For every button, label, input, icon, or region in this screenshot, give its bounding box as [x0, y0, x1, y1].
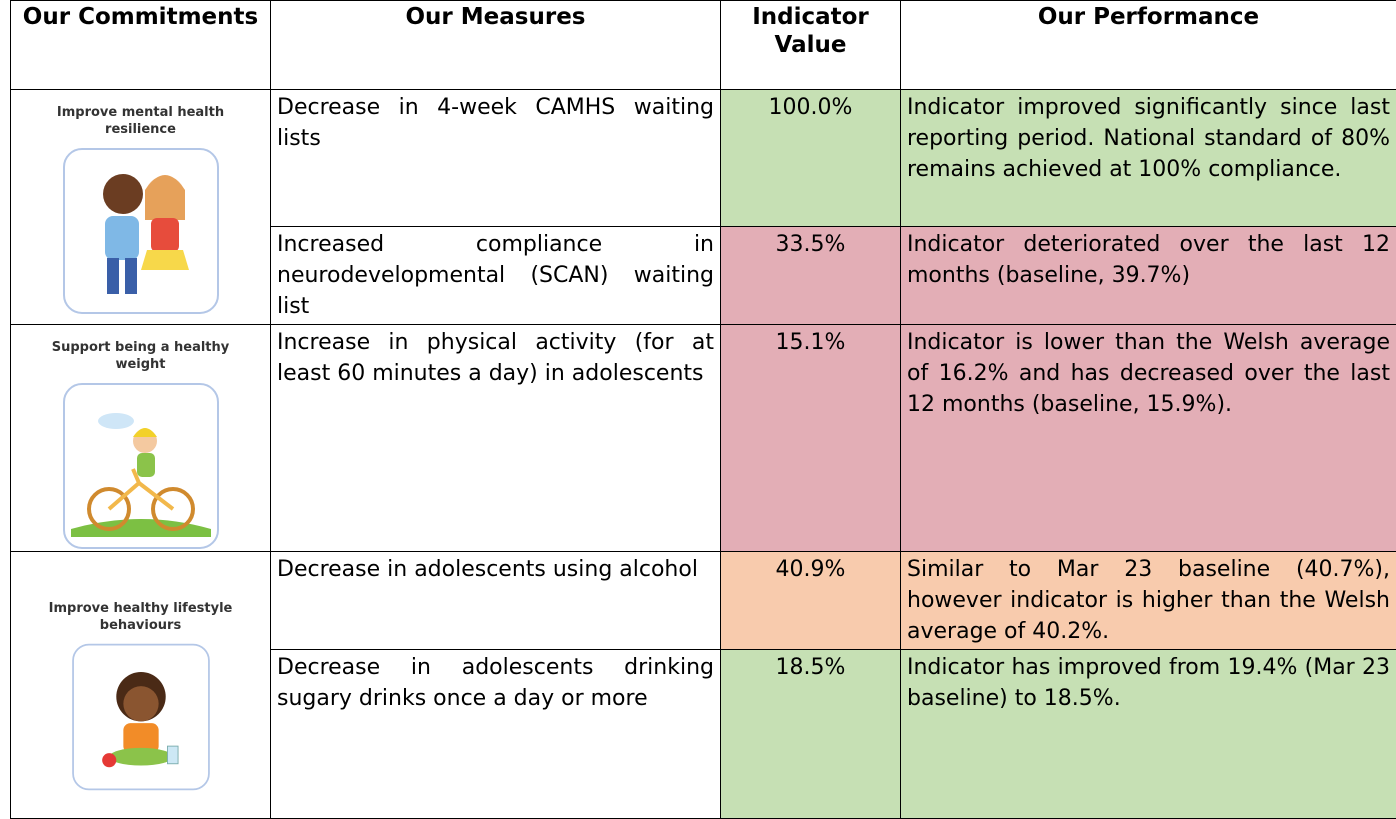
performance-cell: Indicator deteriorated over the last 12 …	[901, 227, 1396, 325]
table-row: Improve healthy lifestyle behaviours Decr…	[11, 552, 1396, 650]
measure-cell: Decrease in 4-week CAMHS waiting lists	[271, 90, 721, 227]
value-cell: 15.1%	[721, 325, 901, 552]
measure-cell: Increase in physical activity (for at le…	[271, 325, 721, 552]
value-cell: 100.0%	[721, 90, 901, 227]
page: Our Commitments Our Measures Indicator V…	[0, 0, 1396, 764]
commitment-label: Improve mental health resilience	[29, 104, 252, 138]
header-cell: Our Performance	[901, 1, 1396, 90]
commitment-label: Support being a healthy weight	[29, 339, 252, 373]
commitment-cell: Support being a healthy weight	[11, 325, 271, 552]
table-row: Support being a healthy weight Increase i…	[11, 325, 1396, 552]
performance-cell: Indicator has improved from 19.4% (Mar 2…	[901, 650, 1396, 819]
performance-cell: Indicator is lower than the Welsh averag…	[901, 325, 1396, 552]
table-row: Improve mental health resilience Decrease…	[11, 90, 1396, 227]
value-cell: 33.5%	[721, 227, 901, 325]
measure-cell: Decrease in adolescents using alcohol	[271, 552, 721, 650]
performance-cell: Indicator improved significantly since l…	[901, 90, 1396, 227]
header-row: Our Commitments Our Measures Indicator V…	[11, 1, 1396, 90]
header-cell: Our Measures	[271, 1, 721, 90]
commitment-icon	[61, 381, 221, 551]
header-cell: Indicator Value	[721, 1, 901, 90]
measure-cell: Decrease in adolescents drinking sugary …	[271, 650, 721, 819]
measure-cell: Increased compliance in neurodevelopment…	[271, 227, 721, 325]
commitment-cell: Improve healthy lifestyle behaviours	[11, 552, 271, 819]
commitment-label: Improve healthy lifestyle behaviours	[29, 600, 252, 634]
value-cell: 18.5%	[721, 650, 901, 819]
value-cell: 40.9%	[721, 552, 901, 650]
commitment-cell: Improve mental health resilience	[11, 90, 271, 325]
performance-cell: Similar to Mar 23 baseline (40.7%), howe…	[901, 552, 1396, 650]
table-header: Our Commitments Our Measures Indicator V…	[11, 1, 1396, 90]
table-body: Improve mental health resilience Decrease…	[11, 90, 1396, 819]
header-cell: Our Commitments	[11, 1, 271, 90]
performance-table: Our Commitments Our Measures Indicator V…	[10, 0, 1396, 819]
commitment-icon	[61, 642, 221, 792]
commitment-icon	[61, 146, 221, 316]
